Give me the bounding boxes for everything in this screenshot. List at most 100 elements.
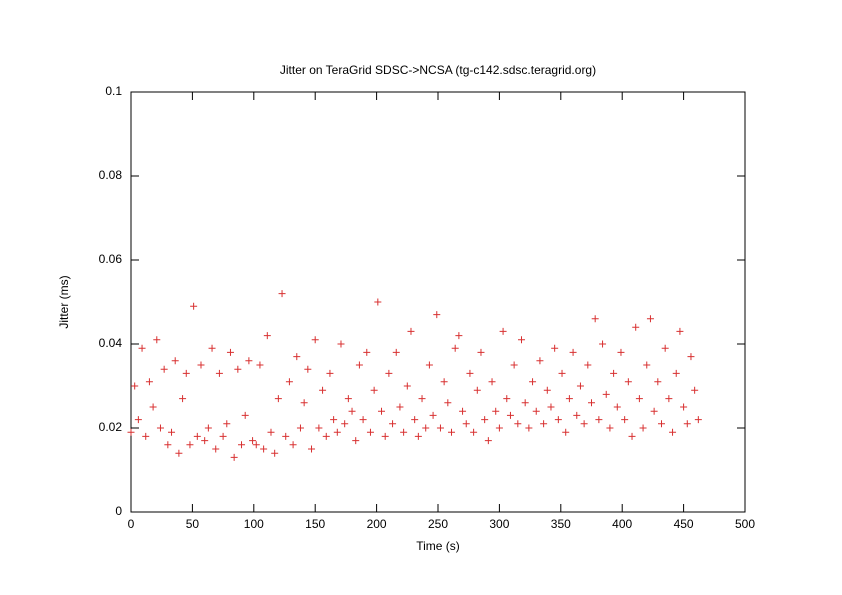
- point: [182, 369, 190, 377]
- point: [657, 420, 665, 428]
- point: [274, 395, 282, 403]
- point: [201, 437, 209, 445]
- point: [407, 327, 415, 335]
- x-tick-label: 500: [735, 517, 755, 531]
- point: [632, 323, 640, 331]
- point: [326, 369, 334, 377]
- point: [127, 428, 135, 436]
- point: [521, 399, 529, 407]
- point: [175, 449, 183, 457]
- point: [433, 311, 441, 319]
- point: [565, 395, 573, 403]
- point: [661, 344, 669, 352]
- x-axis-label: Time (s): [416, 539, 460, 553]
- point: [691, 386, 699, 394]
- point: [617, 348, 625, 356]
- point: [308, 445, 316, 453]
- point: [573, 411, 581, 419]
- point: [525, 424, 533, 432]
- point: [344, 395, 352, 403]
- point: [551, 344, 559, 352]
- point: [348, 407, 356, 415]
- point: [580, 420, 588, 428]
- point: [215, 369, 223, 377]
- point: [330, 416, 338, 424]
- x-tick-label: 250: [428, 517, 448, 531]
- point: [293, 353, 301, 361]
- point: [665, 395, 673, 403]
- y-tick-label: 0.06: [99, 252, 123, 266]
- point: [256, 361, 264, 369]
- point: [230, 453, 238, 461]
- point: [341, 420, 349, 428]
- point: [518, 336, 526, 344]
- point: [488, 378, 496, 386]
- point: [186, 441, 194, 449]
- point: [300, 399, 308, 407]
- point: [267, 428, 275, 436]
- point: [193, 432, 201, 440]
- point: [462, 420, 470, 428]
- point: [455, 332, 463, 340]
- point: [208, 344, 216, 352]
- x-tick-label: 350: [551, 517, 571, 531]
- point: [333, 428, 341, 436]
- point: [635, 395, 643, 403]
- point: [503, 395, 511, 403]
- point: [131, 382, 139, 390]
- x-tick-label: 50: [186, 517, 200, 531]
- x-tick-label: 0: [128, 517, 135, 531]
- x-tick-label: 150: [305, 517, 325, 531]
- point: [680, 403, 688, 411]
- y-axis-label: Jitter (ms): [57, 275, 71, 328]
- point: [271, 449, 279, 457]
- point: [459, 407, 467, 415]
- point: [223, 420, 231, 428]
- point: [179, 395, 187, 403]
- point: [171, 357, 179, 365]
- point: [363, 348, 371, 356]
- point: [134, 416, 142, 424]
- x-tick-label: 200: [367, 517, 387, 531]
- point: [492, 407, 500, 415]
- point: [164, 441, 172, 449]
- point: [149, 403, 157, 411]
- point: [646, 315, 654, 323]
- point: [411, 416, 419, 424]
- point: [414, 432, 422, 440]
- point: [278, 290, 286, 298]
- point: [683, 420, 691, 428]
- y-tick-label: 0.08: [99, 168, 123, 182]
- point: [650, 407, 658, 415]
- point: [506, 411, 514, 419]
- x-tick-label: 450: [674, 517, 694, 531]
- point: [359, 416, 367, 424]
- point: [536, 357, 544, 365]
- y-tick-label: 0.1: [105, 84, 122, 98]
- point: [190, 302, 198, 310]
- x-tick-label: 400: [612, 517, 632, 531]
- point: [263, 332, 271, 340]
- point: [540, 420, 548, 428]
- point: [322, 432, 330, 440]
- point: [448, 428, 456, 436]
- point: [588, 399, 595, 407]
- point: [558, 369, 566, 377]
- point: [245, 357, 253, 365]
- point: [610, 369, 618, 377]
- point: [440, 378, 448, 386]
- point: [400, 428, 408, 436]
- point: [584, 361, 592, 369]
- point: [260, 445, 268, 453]
- point: [470, 428, 478, 436]
- point: [355, 361, 363, 369]
- point: [168, 428, 176, 436]
- point: [451, 344, 459, 352]
- point: [289, 441, 297, 449]
- point: [381, 432, 389, 440]
- point: [643, 361, 651, 369]
- point: [569, 348, 577, 356]
- point: [543, 386, 551, 394]
- point: [484, 437, 492, 445]
